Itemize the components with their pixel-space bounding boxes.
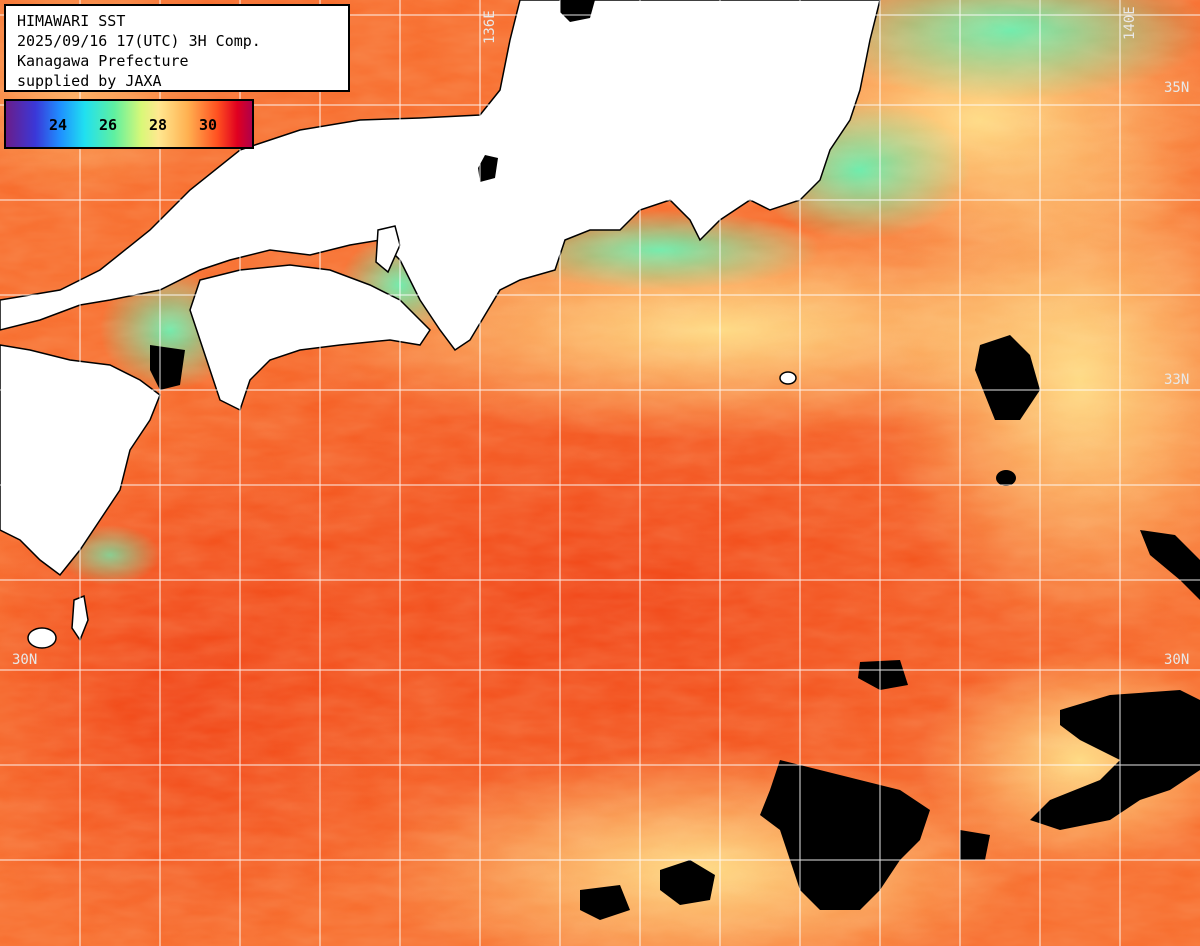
cloud-patch-bungo bbox=[150, 345, 185, 390]
info-box: HIMAWARI SST 2025/09/16 17(UTC) 3H Comp.… bbox=[4, 4, 350, 92]
yakushima bbox=[27, 627, 57, 649]
cloud-patch-south-2 bbox=[660, 860, 715, 905]
shikoku bbox=[189, 264, 431, 412]
cloud-patch-east-1 bbox=[975, 335, 1040, 420]
cloud-patch-north bbox=[560, 0, 595, 22]
cloud-patch-south-1 bbox=[760, 760, 930, 910]
cloud-mask bbox=[150, 0, 1200, 920]
lat-label-35n: 35N bbox=[1164, 80, 1190, 96]
legend-tick-26: 26 bbox=[98, 116, 118, 134]
cloud-patch-east-3 bbox=[1140, 530, 1200, 600]
cloud-patch-southeast bbox=[1030, 690, 1200, 830]
cloud-patch-south-3 bbox=[580, 885, 630, 920]
product-title: HIMAWARI SST bbox=[17, 12, 126, 30]
legend-tick-30: 30 bbox=[198, 116, 218, 134]
hachijojima bbox=[779, 371, 797, 385]
timestamp: 2025/09/16 17(UTC) 3H Comp. bbox=[17, 32, 261, 50]
lat-label-33n: 33N bbox=[1164, 372, 1190, 388]
cloud-patch-south-4 bbox=[960, 830, 990, 860]
awaji-island bbox=[375, 225, 401, 274]
land bbox=[0, 0, 881, 649]
honshu bbox=[0, 0, 881, 352]
legend-tick-28: 28 bbox=[148, 116, 168, 134]
cloud-patch-mid bbox=[858, 660, 908, 690]
lat-label-30n-east: 30N bbox=[1164, 652, 1190, 668]
organization: Kanagawa Prefecture bbox=[17, 52, 189, 70]
lon-label-140e: 140E bbox=[1122, 6, 1138, 40]
legend-tick-24: 24 bbox=[48, 116, 68, 134]
lon-label-136e: 136E bbox=[482, 10, 498, 44]
data-credit: supplied by JAXA bbox=[17, 72, 162, 90]
lat-label-30n-west: 30N bbox=[12, 652, 38, 668]
color-scale-legend: 24 26 28 30 bbox=[4, 99, 254, 149]
cloud-patch-lake bbox=[478, 155, 498, 182]
cloud-patch-east-2 bbox=[996, 470, 1016, 486]
